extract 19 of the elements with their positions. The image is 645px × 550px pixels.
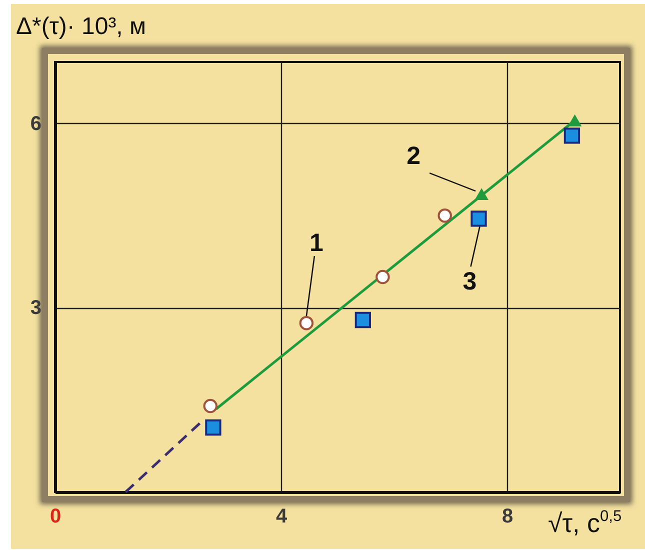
- x-tick-label: 8: [502, 506, 514, 528]
- point: [376, 270, 390, 284]
- x-axis-title: √τ, с$^{0,5}$: [548, 507, 622, 540]
- point: [470, 210, 487, 227]
- point: [299, 316, 314, 330]
- annotation: 1: [309, 229, 324, 258]
- x-tick-label: 4: [276, 506, 288, 528]
- point: [564, 128, 580, 144]
- point: [205, 419, 222, 436]
- point: [568, 114, 582, 126]
- point: [354, 312, 371, 328]
- y-tick-label: 6: [30, 112, 42, 135]
- annotation: 3: [462, 268, 477, 296]
- x-tick-label: 0: [50, 506, 62, 528]
- point: [203, 398, 218, 414]
- annotation: 2: [406, 142, 421, 170]
- y-axis-title: Δ*(τ)· 10³, м: [16, 12, 146, 42]
- point: [438, 208, 452, 223]
- point: [474, 188, 488, 200]
